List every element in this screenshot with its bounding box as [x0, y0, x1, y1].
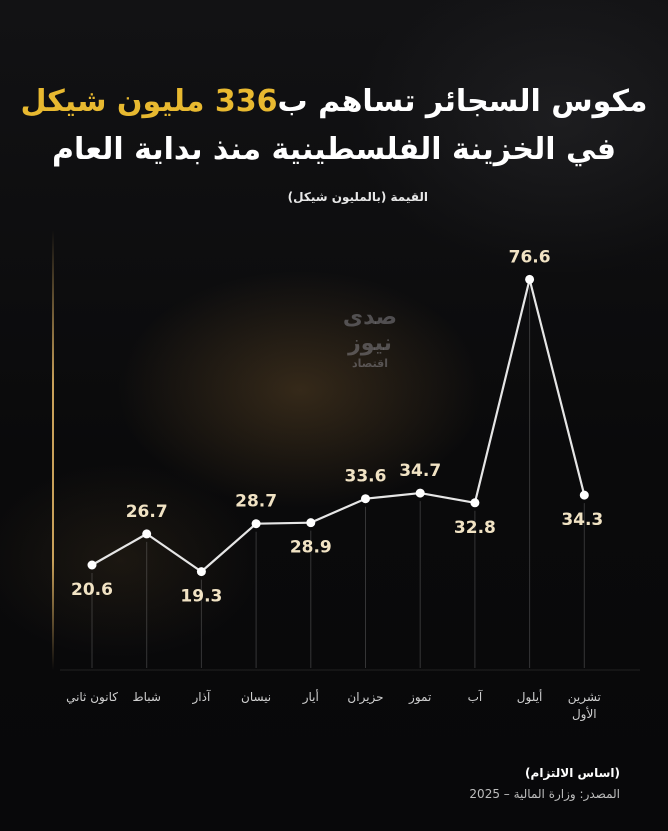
- data-label: 28.9: [290, 538, 332, 558]
- data-point: [306, 518, 316, 528]
- data-point: [470, 498, 480, 508]
- data-label: 76.6: [509, 247, 551, 267]
- x-tick-label: آذار: [191, 689, 210, 705]
- data-label: 34.7: [399, 461, 441, 481]
- data-point: [87, 560, 97, 570]
- data-point: [251, 519, 261, 529]
- data-label: 32.8: [454, 518, 496, 538]
- data-point: [196, 567, 206, 577]
- chart-title: مكوس السجائر تساهم ب336 مليون شيكل في ال…: [20, 78, 648, 174]
- title-line-1-text: مكوس السجائر تساهم ب: [277, 84, 648, 119]
- source-note: (اساس الالتزام) المصدر: وزارة المالية – …: [469, 763, 620, 805]
- watermark-sub: اقتصاد: [351, 357, 389, 370]
- data-point: [415, 488, 425, 498]
- data-point: [579, 490, 589, 500]
- x-tick-label: نيسان: [241, 690, 271, 704]
- data-label: 34.3: [561, 510, 603, 530]
- x-tick-label: تموز: [408, 690, 431, 705]
- source-basis: (اساس الالتزام): [525, 766, 620, 780]
- title-line-1: مكوس السجائر تساهم ب336 مليون شيكل: [20, 78, 648, 126]
- watermark-logo: صدى نيوز اقتصاد: [330, 305, 410, 380]
- title-line-2: في الخزينة الفلسطينية منذ بداية العام: [51, 132, 617, 167]
- data-point: [525, 274, 535, 284]
- data-label: 19.3: [180, 587, 222, 607]
- y-axis-line: [52, 230, 54, 670]
- x-tick-label: الأول: [572, 706, 597, 722]
- x-tick-label: شباط: [132, 690, 160, 704]
- data-label: 33.6: [345, 467, 387, 487]
- x-tick-label: حزيران: [347, 690, 383, 705]
- data-point: [361, 494, 370, 504]
- x-tick-label: أيار: [302, 689, 319, 705]
- data-label: 20.6: [71, 580, 113, 600]
- data-label: 28.7: [235, 492, 277, 512]
- source-text: المصدر: وزارة المالية – 2025: [469, 787, 620, 801]
- series-line: [91, 278, 586, 573]
- title-highlight: 336 مليون شيكل: [20, 84, 278, 119]
- x-tick-label: كانون ثاني: [66, 690, 118, 705]
- x-tick-label: آب: [468, 689, 483, 704]
- y-axis-label: القيمة (بالمليون شيكل): [287, 190, 428, 204]
- x-tick-label: أيلول: [517, 689, 543, 705]
- watermark-text: صدى نيوز: [342, 305, 398, 356]
- data-label: 26.7: [126, 502, 168, 522]
- x-tick-label: تشرين: [568, 690, 601, 705]
- data-point: [142, 529, 152, 539]
